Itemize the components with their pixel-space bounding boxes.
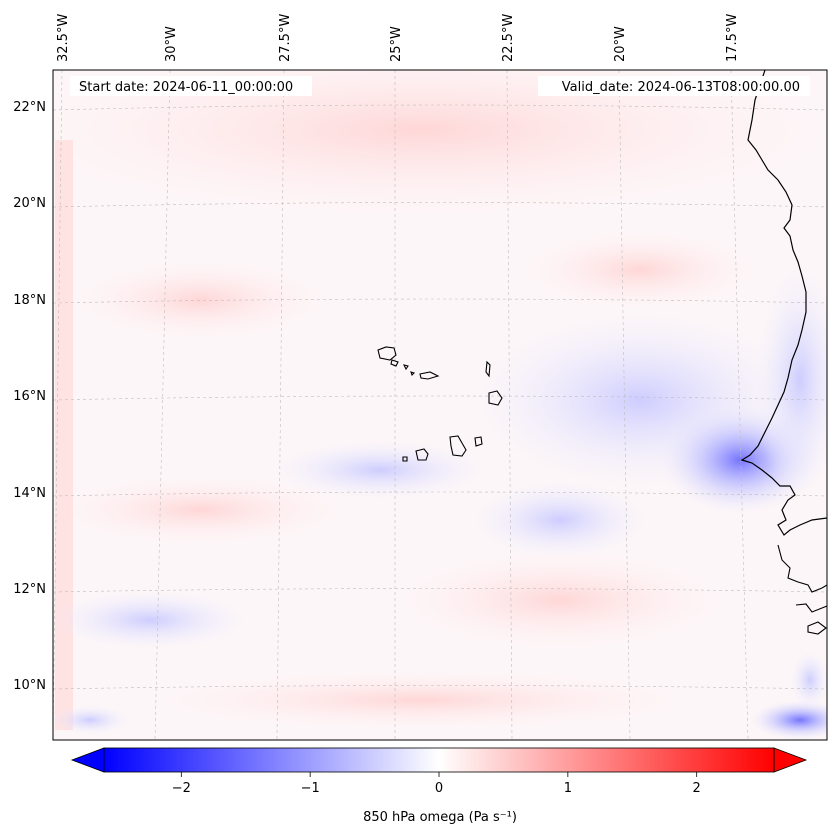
lat-label: 20°N [13,196,46,211]
lon-label: 20°W [613,26,628,62]
valid-date-box [538,76,810,96]
lon-label: 30°W [164,26,179,62]
lat-label: 14°N [13,486,46,501]
valid-date-label: Valid_date: 2024-06-13T08:00:00.00 [562,80,800,95]
latitude-labels: 22°N 20°N 18°N 16°N 14°N 12°N 10°N [13,100,46,693]
lat-label: 22°N [13,100,46,115]
start-date-box [70,76,312,96]
start-date-label: Start date: 2024-06-11_00:00:00 [79,80,293,95]
lon-label: 32.5°W [56,14,71,62]
omega-field [53,70,827,740]
lat-label: 16°N [13,389,46,404]
lat-label: 12°N [13,582,46,597]
colorbar-tick-label: 0 [435,781,443,796]
lat-label: 18°N [13,293,46,308]
colorbar-tick-label: 1 [564,781,572,796]
longitude-labels: 32.5°W 30°W 27.5°W 25°W 22.5°W 20°W 17.5… [56,14,740,62]
colorbar-label: 850 hPa omega (Pa s⁻¹) [363,810,517,825]
map-gridlines [53,70,827,740]
colorbar: −2 −1 0 1 2 850 hPa omega (Pa s⁻¹) [70,747,808,825]
africa-coastline [740,70,827,536]
colorbar-tick-label: −1 [301,781,320,796]
colorbar-tick-label: −2 [172,781,191,796]
colorbar-tick-label: 2 [693,781,701,796]
coastline-south [777,544,827,635]
lon-label: 25°W [389,26,404,62]
colorbar-extend-low [70,747,105,773]
lon-label: 17.5°W [725,14,740,62]
colorbar-body [104,748,774,772]
lon-label: 22.5°W [501,14,516,62]
cape-verde-islands [377,346,503,462]
lat-label: 10°N [13,678,46,693]
map-frame [52,69,828,741]
lon-label: 27.5°W [278,14,293,62]
colorbar-ticks: −2 −1 0 1 2 [172,772,701,796]
colorbar-extend-high [773,747,808,773]
